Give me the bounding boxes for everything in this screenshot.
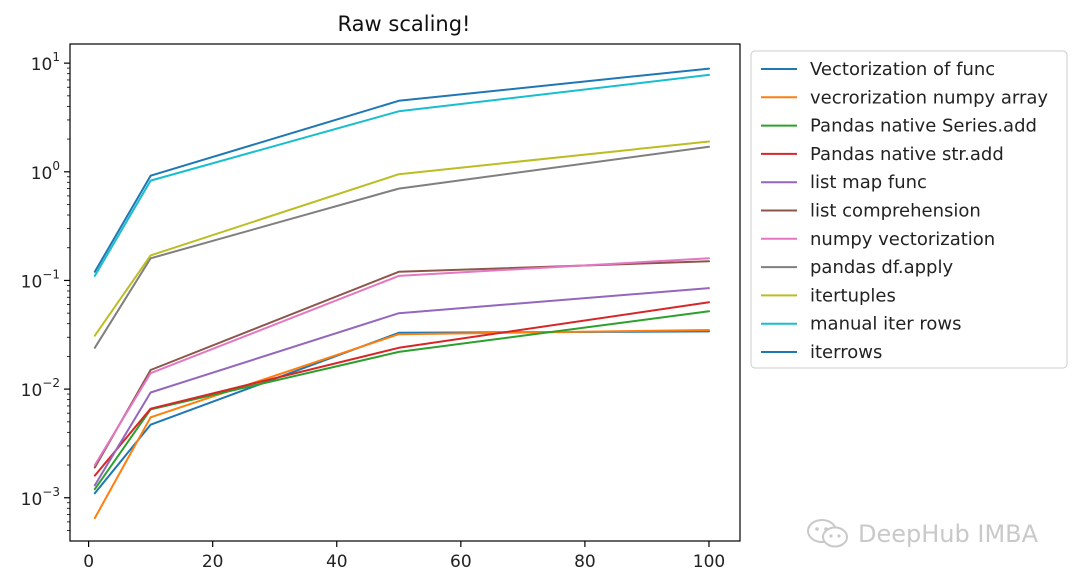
legend-box <box>750 50 1068 369</box>
legend-label: list map func <box>810 172 927 193</box>
legend-label: iterrows <box>810 342 882 363</box>
x-tick-label: 100 <box>693 552 725 572</box>
y-tick-label: 100 <box>31 159 60 184</box>
y-tick-label: 101 <box>31 50 60 75</box>
series-line-8 <box>93 145 710 349</box>
y-tick-label: 10−3 <box>21 485 60 510</box>
legend-label: vecrorization numpy array <box>810 87 1048 108</box>
chart-title: Raw scaling! <box>338 12 471 36</box>
watermark: DeepHub IMBA <box>806 518 1038 550</box>
y-tick-label: 10−2 <box>21 376 60 401</box>
x-tick-label: 0 <box>83 552 94 572</box>
series-line-11 <box>93 67 710 273</box>
legend-label: itertuples <box>810 285 896 306</box>
series-line-10 <box>93 73 710 277</box>
x-tick-label: 80 <box>574 552 596 572</box>
series-line-5 <box>93 287 710 487</box>
series-line-6 <box>93 260 710 469</box>
y-tick-label: 10−1 <box>21 267 60 292</box>
x-tick-label: 20 <box>202 552 224 572</box>
legend-label: Pandas native Series.add <box>810 116 1037 137</box>
x-tick-label: 40 <box>326 552 348 572</box>
legend-label: manual iter rows <box>810 314 962 335</box>
series-line-4 <box>93 301 710 477</box>
series-line-7 <box>93 257 710 467</box>
plot-frame <box>69 43 741 542</box>
series-line-9 <box>93 140 710 337</box>
legend-label: pandas df.apply <box>810 257 953 278</box>
wechat-icon <box>807 519 848 548</box>
watermark-text: DeepHub IMBA <box>858 520 1039 548</box>
series-line-3 <box>93 310 710 491</box>
legend-label: Pandas native str.add <box>810 144 1004 165</box>
legend-label: Vectorization of func <box>810 59 995 80</box>
legend-label: list comprehension <box>810 201 981 222</box>
legend: Vectorization of func vecrorization numpy… <box>750 50 1068 369</box>
x-tick-label: 60 <box>450 552 472 572</box>
legend-label: numpy vectorization <box>810 229 995 250</box>
